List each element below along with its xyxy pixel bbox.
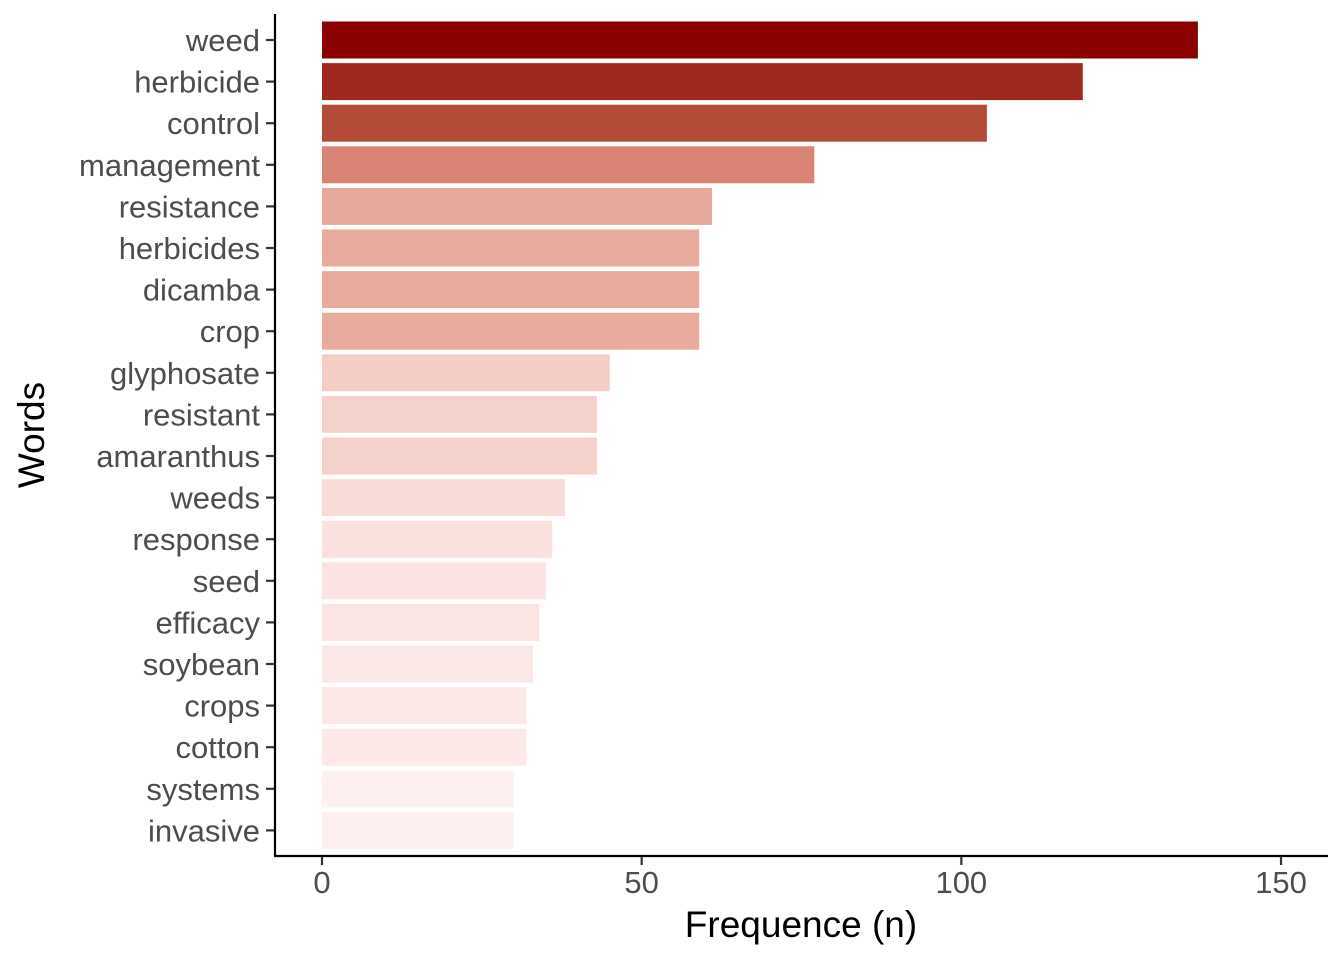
y-tick-label: glyphosate bbox=[110, 356, 260, 391]
y-tick-label: management bbox=[79, 148, 260, 183]
bar-invasive bbox=[322, 811, 514, 849]
y-tick-label: crops bbox=[184, 689, 260, 724]
bar-management bbox=[322, 146, 815, 184]
y-tick-label: resistant bbox=[143, 397, 261, 432]
y-axis-title: Words bbox=[11, 382, 52, 488]
bar-resistant bbox=[322, 395, 597, 433]
y-tick-label: dicamba bbox=[143, 273, 261, 308]
bar-glyphosate bbox=[322, 354, 610, 392]
y-tick-label: cotton bbox=[176, 730, 260, 765]
bar-dicamba bbox=[322, 271, 700, 309]
y-tick-label: resistance bbox=[119, 189, 260, 224]
x-axis-title: Frequence (n) bbox=[685, 904, 917, 945]
x-ticks: 0 50 100 150 bbox=[313, 856, 1307, 900]
bar-weed bbox=[322, 21, 1198, 59]
bar-crop bbox=[322, 312, 700, 350]
bar-weeds bbox=[322, 479, 565, 517]
bar-amaranthus bbox=[322, 437, 597, 475]
x-tick-label: 150 bbox=[1255, 865, 1307, 900]
y-tick-label: efficacy bbox=[155, 605, 260, 640]
bar-response bbox=[322, 520, 553, 558]
bar-herbicides bbox=[322, 229, 700, 267]
y-tick-label: crop bbox=[200, 314, 260, 349]
x-tick-label: 50 bbox=[624, 865, 658, 900]
bar-herbicide bbox=[322, 63, 1083, 101]
x-tick-label: 100 bbox=[935, 865, 987, 900]
bar-resistance bbox=[322, 187, 712, 225]
y-tick-label: weed bbox=[185, 23, 260, 58]
bar-seed bbox=[322, 562, 546, 600]
bar-crops bbox=[322, 687, 527, 725]
y-tick-label: soybean bbox=[143, 647, 260, 682]
y-tick-label: weeds bbox=[169, 481, 260, 516]
y-tick-label: invasive bbox=[148, 813, 260, 848]
y-tick-label: seed bbox=[193, 564, 260, 599]
y-tick-label: systems bbox=[146, 772, 260, 807]
bar-soybean bbox=[322, 645, 533, 683]
y-tick-label: response bbox=[132, 522, 260, 557]
x-tick-label: 0 bbox=[313, 865, 330, 900]
bar-cotton bbox=[322, 728, 527, 766]
y-tick-label: amaranthus bbox=[96, 439, 260, 474]
y-tick-labels: weed herbicide control management resistance… bbox=[79, 23, 275, 848]
bar-systems bbox=[322, 770, 514, 808]
y-tick-label: control bbox=[167, 106, 260, 141]
bar-control bbox=[322, 104, 987, 142]
bars-group bbox=[322, 21, 1198, 849]
y-tick-label: herbicide bbox=[134, 65, 260, 100]
bar-efficacy bbox=[322, 603, 540, 641]
y-tick-label: herbicides bbox=[119, 231, 260, 266]
